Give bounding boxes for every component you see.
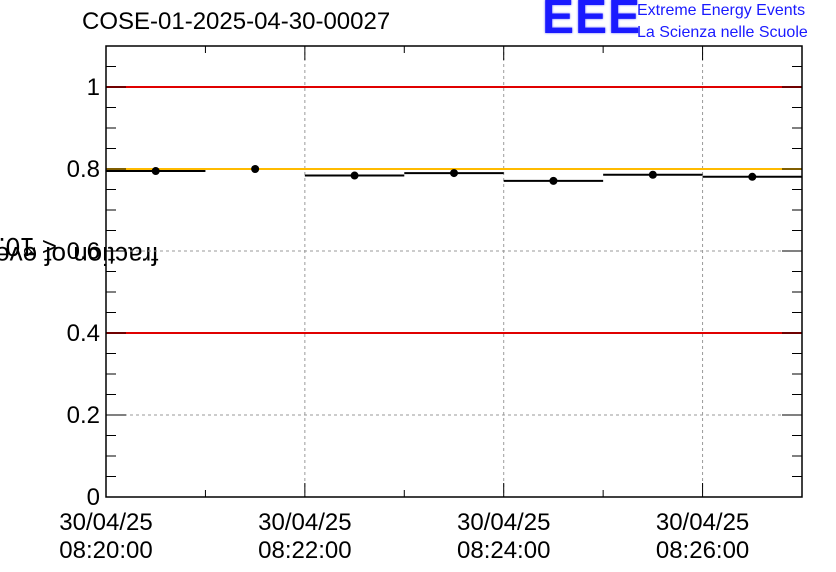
- x-tick-label-date: 30/04/25: [59, 509, 152, 536]
- y-tick-label: 0.6: [67, 238, 100, 265]
- logo-line-1: Extreme Energy Events: [637, 2, 806, 19]
- data-point: [251, 165, 260, 173]
- x-tick-label-date: 30/04/25: [656, 509, 749, 536]
- data-point: [748, 172, 757, 181]
- x-tick-label-date: 30/04/25: [457, 509, 550, 536]
- eee-logo: EEE: [542, 0, 642, 44]
- x-tick-label-time: 08:20:00: [59, 537, 152, 564]
- data-point: [450, 169, 458, 178]
- chart-title: COSE-01-2025-04-30-00027: [82, 8, 391, 35]
- y-tick-label: 1: [87, 74, 100, 101]
- x-tick-label-time: 08:24:00: [457, 537, 550, 564]
- x-tick-label-date: 30/04/25: [258, 509, 351, 536]
- plot-frame: [105, 45, 803, 498]
- data-point: [151, 167, 160, 176]
- data-point: [350, 171, 359, 180]
- data-point: [549, 176, 558, 185]
- data-point: [648, 170, 657, 179]
- logo-line-2: La Scienza nelle Scuole: [637, 24, 808, 41]
- y-tick-label: 0.8: [67, 156, 100, 183]
- y-tick-label: 0.2: [67, 402, 100, 429]
- x-tick-label-time: 08:22:00: [258, 537, 351, 564]
- y-tick-label: 0.4: [67, 320, 100, 347]
- x-tick-label-time: 08:26:00: [656, 537, 749, 564]
- y-tick-label: 0: [87, 484, 100, 511]
